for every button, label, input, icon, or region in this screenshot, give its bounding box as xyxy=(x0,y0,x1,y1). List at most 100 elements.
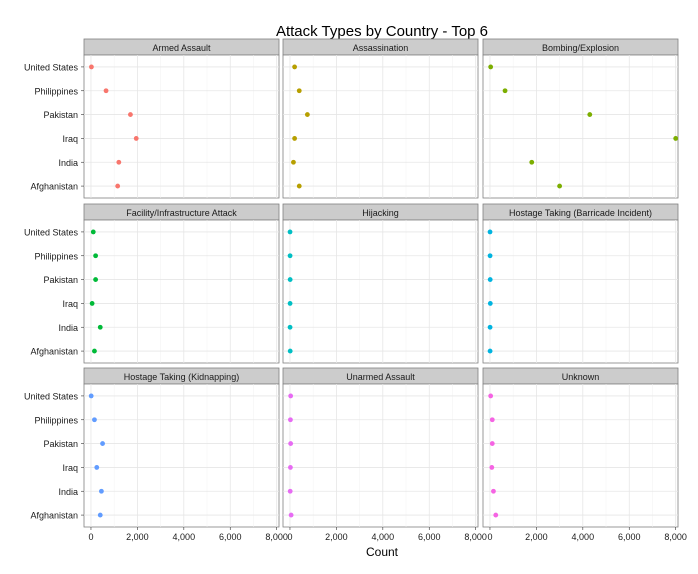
x-tick-label: 0 xyxy=(487,532,492,542)
facet-strip-label: Hostage Taking (Kidnapping) xyxy=(124,372,239,382)
data-point-united-states xyxy=(488,393,494,399)
x-axis-label: Count xyxy=(366,545,399,559)
data-point-iraq xyxy=(673,136,679,141)
data-point-philippines xyxy=(287,253,293,259)
data-point-afghanistan xyxy=(115,183,121,189)
x-tick-label: 8,000 xyxy=(464,532,487,542)
x-tick-label: 4,000 xyxy=(372,532,395,542)
y-tick-label: Iraq xyxy=(62,463,78,473)
y-tick-label: Afghanistan xyxy=(30,347,78,357)
data-point-pakistan xyxy=(93,277,99,282)
x-tick-label: 4,000 xyxy=(572,532,595,542)
x-tick-label: 0 xyxy=(88,532,93,542)
data-point-iraq xyxy=(489,465,495,470)
data-point-united-states xyxy=(89,64,94,70)
data-point-afghanistan xyxy=(92,348,97,354)
facet-strip-label: Unarmed Assault xyxy=(346,372,415,382)
data-point-afghanistan xyxy=(288,512,294,518)
data-point-iraq xyxy=(89,301,95,306)
y-tick-label: Iraq xyxy=(62,134,78,144)
x-tick-label: 2,000 xyxy=(126,532,149,542)
facet-panel xyxy=(482,54,679,199)
data-point-philippines xyxy=(489,417,495,423)
facet-panel xyxy=(83,219,280,364)
y-tick-label: Afghanistan xyxy=(30,511,78,521)
facet-panel xyxy=(482,219,679,364)
facet-unarmed-assault: Unarmed Assault 0 2,000 4,000 6,000 8,000 xyxy=(282,367,487,542)
data-point-afghanistan xyxy=(287,348,293,354)
data-point-afghanistan xyxy=(493,512,499,518)
data-point-philippines xyxy=(93,253,99,259)
facet-panel xyxy=(83,383,280,528)
data-point-philippines xyxy=(92,417,97,423)
x-tick-label: 6,000 xyxy=(418,532,441,542)
y-tick-label: Pakistan xyxy=(43,275,78,285)
data-point-india xyxy=(287,488,293,494)
data-point-iraq xyxy=(487,301,493,306)
data-point-india xyxy=(116,159,122,165)
data-point-united-states xyxy=(488,64,494,70)
data-point-india xyxy=(487,324,493,330)
facet-strip-label: Armed Assault xyxy=(152,43,211,53)
data-point-india xyxy=(97,324,103,330)
data-point-india xyxy=(99,488,104,494)
y-tick-label: India xyxy=(58,487,78,497)
x-tick-label: 6,000 xyxy=(618,532,641,542)
x-tick-label: 4,000 xyxy=(173,532,196,542)
data-point-india xyxy=(287,324,293,330)
facet-hostage-taking-kidnapping: Hostage Taking (Kidnapping) United States… xyxy=(24,367,288,542)
facet-strip-label: Bombing/Explosion xyxy=(542,43,619,53)
facet-armed-assault: Armed Assault United States Philippines Pak… xyxy=(24,38,280,199)
y-tick-label: United States xyxy=(24,62,79,72)
x-tick-label: 8,000 xyxy=(265,532,288,542)
data-point-pakistan xyxy=(288,441,294,446)
data-point-pakistan xyxy=(587,112,593,117)
facet-strip-label: Hijacking xyxy=(362,208,399,218)
facet-strip-label: Facility/Infrastructure Attack xyxy=(126,208,237,218)
facet-facility-infrastructure-attack: Facility/Infrastructure Attack United Sta… xyxy=(24,203,280,364)
x-tick-label: 0 xyxy=(287,532,292,542)
data-point-india xyxy=(529,159,535,165)
data-point-philippines xyxy=(487,253,493,259)
data-point-afghanistan xyxy=(296,183,302,189)
data-point-iraq xyxy=(133,136,139,141)
data-point-united-states xyxy=(90,229,96,235)
data-point-pakistan xyxy=(128,112,133,117)
y-tick-label: Philippines xyxy=(34,251,78,261)
data-point-afghanistan xyxy=(487,348,493,354)
facet-strip-label: Hostage Taking (Barricade Incident) xyxy=(509,208,652,218)
data-point-pakistan xyxy=(304,112,310,117)
data-point-united-states xyxy=(487,229,493,235)
y-tick-label: Pakistan xyxy=(43,439,78,449)
data-point-united-states xyxy=(287,229,293,235)
data-point-afghanistan xyxy=(557,183,563,189)
facet-panel xyxy=(282,383,479,528)
facet-unknown: Unknown 0 2,000 4,000 6,000 8,000 xyxy=(482,367,687,542)
data-point-iraq xyxy=(94,465,100,470)
y-tick-label: United States xyxy=(24,227,79,237)
facet-assassination: Assassination xyxy=(282,38,479,199)
data-point-united-states xyxy=(288,393,294,399)
facet-strip-label: Unknown xyxy=(562,372,600,382)
x-tick-label: 2,000 xyxy=(325,532,348,542)
data-point-united-states xyxy=(292,64,298,70)
y-tick-label: Philippines xyxy=(34,415,78,425)
data-point-pakistan xyxy=(287,277,293,282)
y-tick-label: Afghanistan xyxy=(30,182,78,192)
facet-panel xyxy=(282,54,479,199)
facet-hostage-taking-barricade-incident: Hostage Taking (Barricade Incident) xyxy=(482,203,679,364)
data-point-afghanistan xyxy=(97,512,103,518)
y-tick-label: Pakistan xyxy=(43,110,78,120)
facet-panel xyxy=(83,54,280,199)
data-point-philippines xyxy=(103,88,109,94)
data-point-iraq xyxy=(287,301,293,306)
data-point-india xyxy=(291,159,296,165)
data-point-united-states xyxy=(88,393,94,399)
facet-bombing-explosion: Bombing/Explosion xyxy=(482,38,679,199)
y-tick-label: Philippines xyxy=(34,86,78,96)
y-tick-label: Iraq xyxy=(62,299,78,309)
data-point-philippines xyxy=(288,417,293,423)
facet-panel xyxy=(282,219,479,364)
